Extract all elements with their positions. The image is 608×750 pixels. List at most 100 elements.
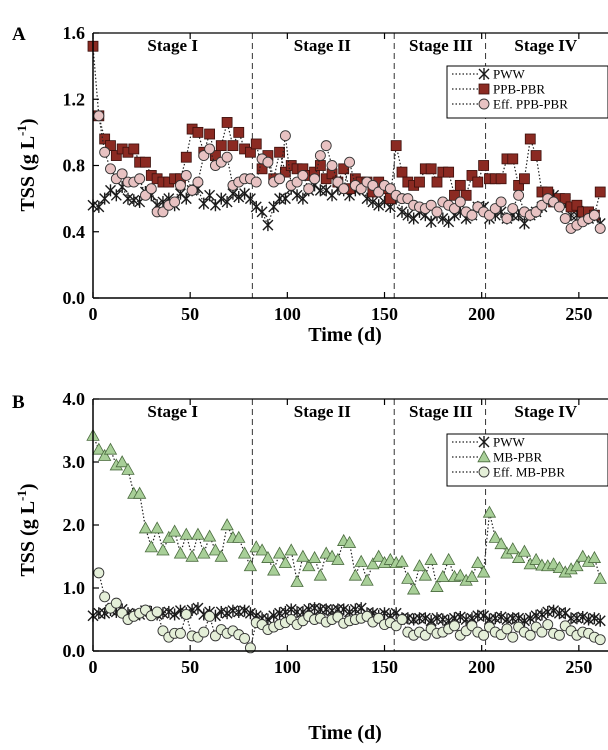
panel-a-pww-point bbox=[221, 195, 233, 208]
panel-a-eff-ppb-pbr-point bbox=[105, 163, 116, 175]
panel-b-legend-marker bbox=[478, 436, 490, 448]
panel-b-pww-point bbox=[268, 609, 280, 622]
panel-b-stage-label: Stage II bbox=[294, 402, 352, 421]
panel-b-series-pww bbox=[87, 602, 606, 627]
panel-b-series-mb-pbr bbox=[86, 428, 607, 595]
panel-b-mb-pbr-point bbox=[261, 550, 275, 563]
panel-a-pww-point bbox=[518, 217, 530, 230]
panel-a-ticks: 0 50 100 150 200 250 0.0 0.4 0.8 1.2 1.6 bbox=[63, 23, 593, 324]
panel-a-eff-ppb-pbr-point bbox=[99, 146, 111, 158]
panel-a-y-axis-title: TSS (g L-1) bbox=[14, 118, 39, 211]
panel-a-ppb-pbr-point bbox=[519, 173, 530, 185]
panel-a-eff-ppb-pbr-point bbox=[320, 140, 332, 152]
panel-a-eff-ppb-pbr-point bbox=[507, 203, 519, 215]
panel-a-y-tick-label: 1.6 bbox=[63, 23, 86, 43]
panel-b-mb-pbr-point bbox=[103, 442, 118, 455]
panel-b-mb-pbr-point bbox=[267, 563, 281, 576]
panel-b-mb-pbr-point bbox=[418, 568, 433, 581]
panel-b-eff-mb-pbr-point bbox=[204, 610, 216, 622]
panel-b-x-axis-title: Time (d) bbox=[308, 722, 382, 744]
panel-b-mb-pbr-point bbox=[162, 530, 176, 543]
panel-b-legend-box bbox=[446, 433, 608, 487]
panel-a-eff-ppb-pbr-point bbox=[495, 196, 507, 208]
panel-b-mb-pbr-point bbox=[395, 554, 409, 567]
panel-b-x-tick-label: 0 bbox=[89, 657, 98, 677]
panel-a-legend-label: PPB-PBR bbox=[493, 82, 545, 97]
panel-a-eff-ppb-pbr-point bbox=[314, 150, 326, 162]
panel-b-mb-pbr-point bbox=[138, 521, 153, 534]
panel-b-eff-mb-pbr-point bbox=[239, 632, 251, 644]
panel-a-eff-ppb-pbr-point bbox=[466, 209, 478, 221]
panel-b-mb-pbr-point bbox=[441, 552, 456, 565]
panel-b-mb-pbr-point bbox=[208, 543, 223, 556]
panel-b-mb-pbr-point bbox=[401, 571, 415, 584]
panel-a-ppb-pbr-point bbox=[478, 160, 490, 171]
panel-a-pww-point bbox=[314, 184, 326, 197]
panel-a-ppb-pbr-point bbox=[180, 151, 192, 163]
panel-b-mb-pbr-point bbox=[471, 555, 485, 568]
panel-a-pww-point bbox=[274, 192, 286, 205]
panel-b-mb-pbr-point bbox=[132, 486, 147, 499]
panel-a-ppb-pbr-point bbox=[245, 146, 256, 158]
panel-a-eff-ppb-pbr-point bbox=[134, 173, 146, 185]
panel-b-pww-point bbox=[524, 612, 536, 625]
panel-b-mb-pbr-point bbox=[302, 559, 316, 572]
panel-a-pww-point bbox=[262, 219, 274, 232]
panel-b-mb-pbr-point bbox=[465, 569, 479, 582]
panel-b-mb-pbr-point bbox=[243, 559, 258, 572]
panel-b-mb-pbr-point bbox=[488, 530, 502, 543]
panel-a-pww-point bbox=[367, 195, 379, 208]
panel-b-eff-mb-pbr-point bbox=[478, 629, 490, 641]
panel-a-eff-ppb-pbr-point bbox=[145, 183, 157, 195]
panel-b-mb-pbr-point bbox=[506, 542, 520, 555]
panel-b-legend-marker bbox=[478, 466, 490, 478]
panel-b-mb-pbr-point bbox=[587, 550, 602, 563]
panel-b-mb-pbr-point bbox=[307, 550, 322, 563]
panel-a-eff-ppb-pbr-point bbox=[274, 173, 286, 185]
panel-b-x-tick-label: 100 bbox=[274, 657, 301, 677]
panel-b-mb-pbr-point bbox=[354, 554, 368, 567]
panel-b-ylabel-main: TSS (g L bbox=[17, 501, 39, 577]
panel-b-pww-point bbox=[285, 603, 297, 616]
panel-b-mb-pbr-point bbox=[296, 549, 310, 562]
panel-a-ppb-pbr-point bbox=[460, 189, 472, 201]
panel-a-eff-ppb-pbr-point bbox=[279, 130, 291, 142]
panel-a-eff-ppb-pbr-point bbox=[204, 143, 216, 155]
panel-a-stage-labels: Stage I Stage II Stage III Stage IV bbox=[147, 36, 578, 55]
panel-a-ppb-pbr-point bbox=[594, 186, 606, 198]
panel-b-eff-mb-pbr-point bbox=[110, 597, 122, 609]
panel-b-mb-pbr-point bbox=[97, 448, 112, 461]
panel-b-mb-pbr-point bbox=[220, 518, 234, 531]
panel-b-eff-mb-pbr-point bbox=[536, 626, 548, 638]
panel-a-eff-ppb-pbr-point bbox=[338, 183, 350, 195]
panel-a-x-tick-label: 0 bbox=[89, 304, 98, 324]
panel-a-ppb-pbr-point bbox=[472, 176, 484, 188]
panel-a-ppb-pbr-point bbox=[571, 199, 583, 211]
panel-a-series-eff-ppb-pbr bbox=[93, 110, 606, 234]
panel-a-eff-ppb-pbr-point bbox=[186, 184, 198, 196]
panel-b-mb-pbr-point bbox=[430, 579, 444, 592]
panel-b-mb-pbr-point bbox=[453, 568, 467, 581]
panel-b-x-tick-label: 250 bbox=[565, 657, 592, 677]
panel-a-eff-ppb-pbr-point bbox=[553, 201, 565, 213]
panel-a-ppb-pbr-point bbox=[524, 133, 536, 145]
panel-b-pww-point bbox=[454, 610, 466, 623]
panel-a-eff-ppb-pbr-point bbox=[221, 151, 233, 163]
panel-b-eff-mb-pbr-point bbox=[553, 629, 565, 641]
panel-a-ppb-pbr-point bbox=[192, 126, 204, 138]
panel-a-ppb-pbr-point bbox=[221, 117, 233, 128]
panel-b-pww-point bbox=[169, 608, 181, 621]
panel-b-series bbox=[86, 428, 607, 654]
panel-a-eff-ppb-pbr-point bbox=[262, 156, 274, 168]
panel-a-eff-ppb-pbr-point bbox=[588, 209, 600, 221]
panel-b-mb-pbr-point bbox=[121, 462, 135, 475]
panel-a-ppb-pbr-point bbox=[396, 166, 408, 178]
panel-a-ppb-pbr-point bbox=[338, 163, 350, 175]
panel-b-mb-pbr-point bbox=[197, 546, 211, 559]
panel-b-mb-pbr-point bbox=[593, 571, 607, 584]
panel-a-eff-ppb-pbr-point bbox=[192, 176, 204, 188]
panel-a-ppb-pbr-point bbox=[204, 128, 216, 140]
panel-b-eff-mb-pbr-point bbox=[542, 619, 554, 630]
panel-a-legend-marker bbox=[478, 98, 490, 110]
panel-b-mb-pbr-point bbox=[150, 521, 164, 534]
